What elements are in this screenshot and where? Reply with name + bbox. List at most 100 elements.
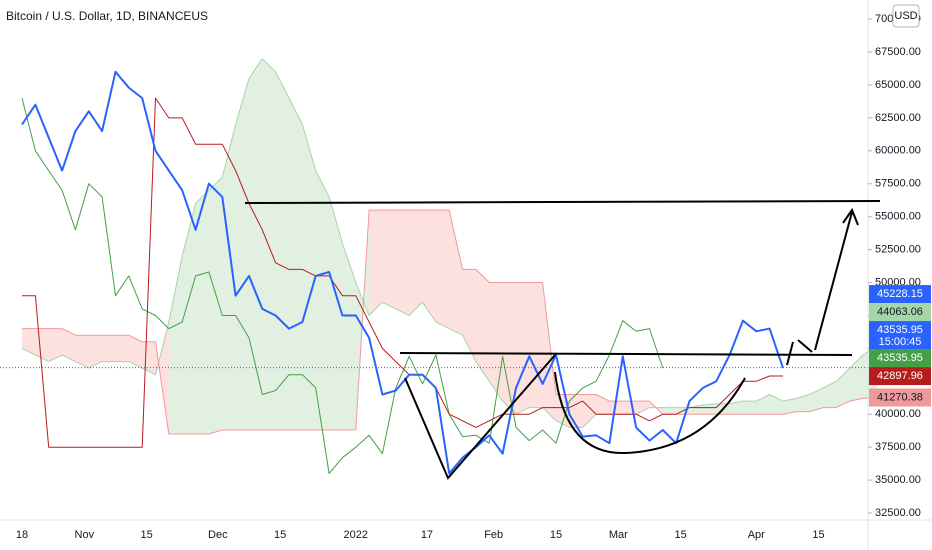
cloud-segment xyxy=(302,124,316,431)
x-tick-label: Mar xyxy=(609,529,628,541)
drawings xyxy=(244,200,881,480)
cloud-segment xyxy=(315,170,330,431)
cloud-segment xyxy=(489,282,503,402)
y-tick-label: 65000.00 xyxy=(875,79,921,91)
axes: 32500.0035000.0037500.0040000.0042500.00… xyxy=(16,13,931,541)
cloud-segment xyxy=(369,210,383,316)
cloud-segment xyxy=(796,394,810,412)
cloud-segment xyxy=(742,401,757,415)
cloud-segment xyxy=(809,387,823,412)
cloud-segment xyxy=(462,269,476,362)
currency-label[interactable]: USD xyxy=(894,10,917,22)
y-tick-label: 57500.00 xyxy=(875,178,921,190)
series-line xyxy=(21,97,664,474)
projection-arrow xyxy=(814,211,853,351)
y-tick-label: 55000.00 xyxy=(875,211,921,223)
projection-up xyxy=(786,341,794,366)
x-tick-label: 15 xyxy=(274,529,286,541)
price-tag-label: 44063.06 xyxy=(877,306,923,318)
x-tick-label: Dec xyxy=(208,529,228,541)
y-tick-label: 35000.00 xyxy=(875,474,921,486)
cloud-segment xyxy=(756,394,770,415)
plot-area xyxy=(0,58,877,475)
cloud-segment xyxy=(342,243,356,431)
cup-pattern xyxy=(554,371,746,455)
chart-title: Bitcoin / U.S. Dollar, 1D, BINANCEUS xyxy=(6,9,208,23)
cloud-segment xyxy=(823,381,837,408)
v-pattern xyxy=(404,354,556,480)
x-tick-label: 15 xyxy=(812,529,824,541)
y-tick-label: 32500.00 xyxy=(875,507,921,519)
price-tag-label: 45228.15 xyxy=(877,288,923,300)
cloud-segment xyxy=(609,401,623,415)
x-tick-label: 15 xyxy=(674,529,686,541)
y-tick-label: 62500.00 xyxy=(875,112,921,124)
cloud-segment xyxy=(662,407,677,415)
cloud-segment xyxy=(102,335,116,362)
cloud-segment xyxy=(235,78,249,431)
price-tag xyxy=(869,321,931,350)
series-line xyxy=(22,209,877,435)
cloud-segment xyxy=(48,328,63,362)
cloud-segment xyxy=(702,403,717,415)
price-tag xyxy=(869,303,931,322)
cloud-segment xyxy=(128,335,143,369)
x-tick-label: Nov xyxy=(75,529,95,541)
currency-button[interactable] xyxy=(892,4,920,28)
cloud-segment xyxy=(409,210,423,316)
arrow-head xyxy=(842,207,859,226)
cloud-segment xyxy=(529,282,543,408)
cloud-segment xyxy=(636,401,650,415)
cloud-segment xyxy=(155,322,169,434)
price-tag-label: 41270.38 xyxy=(877,391,923,403)
resistance-line-top xyxy=(244,200,881,204)
cloud-segment xyxy=(395,210,410,316)
price-tag-label: 43535.95 xyxy=(877,352,923,364)
cloud-segment xyxy=(449,210,463,336)
cloud-segment xyxy=(62,328,76,362)
x-tick-label: 2022 xyxy=(344,529,368,541)
cloud-segment xyxy=(769,394,783,415)
price-tag xyxy=(869,367,931,386)
price-tag xyxy=(869,349,931,368)
cloud-segment xyxy=(208,177,223,434)
x-tick-label: Apr xyxy=(748,529,765,541)
price-tag xyxy=(869,285,931,304)
y-tick-label: 37500.00 xyxy=(875,441,921,453)
x-tick-label: 15 xyxy=(140,529,152,541)
cloud-segment xyxy=(222,124,236,431)
cloud-segment xyxy=(382,210,396,309)
cloud-segment xyxy=(182,203,196,434)
cloud-segment xyxy=(275,71,289,431)
cloud-segment xyxy=(849,354,864,402)
cloud-segment xyxy=(248,58,263,431)
x-tick-label: 15 xyxy=(550,529,562,541)
cloud-segment xyxy=(596,394,610,415)
cloud-segment xyxy=(75,335,89,369)
countdown-label: 15:00:45 xyxy=(879,336,922,348)
cloud-segment xyxy=(115,335,129,362)
cloud-segment xyxy=(422,210,436,323)
neckline xyxy=(399,352,853,356)
cloud-segment xyxy=(168,256,183,434)
cloud-segment xyxy=(542,282,556,421)
cloud-segment xyxy=(515,282,530,415)
x-tick-label: 17 xyxy=(421,529,433,541)
series-line xyxy=(21,70,784,475)
cloud-segment xyxy=(289,98,303,431)
cloud-segment xyxy=(435,210,450,329)
x-tick-label: 18 xyxy=(16,529,28,541)
projection-pullback xyxy=(797,339,813,353)
y-tick-label: 60000.00 xyxy=(875,145,921,157)
y-tick-label: 40000.00 xyxy=(875,408,921,420)
y-tick-label: 52500.00 xyxy=(875,244,921,256)
cloud-segment xyxy=(582,394,597,428)
cloud-segment xyxy=(195,190,209,434)
price-tag xyxy=(869,388,931,407)
cloud-segment xyxy=(329,196,343,431)
cloud-segment xyxy=(22,328,36,355)
cloud-segment xyxy=(729,401,743,415)
cloud-segment xyxy=(502,282,516,415)
price-tag-label: 43535.95 xyxy=(877,324,923,336)
